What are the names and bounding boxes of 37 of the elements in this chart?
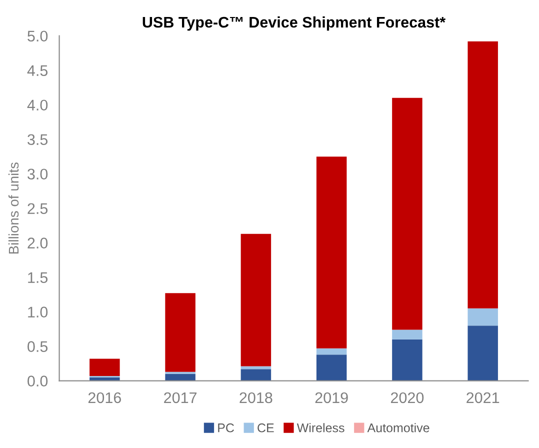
bar [316,156,347,348]
y-tick-label: 1.5 [28,272,48,283]
bar [468,41,498,308]
y-tick-label: 2.5 [28,203,48,214]
legend-label: Automotive [367,423,430,432]
bar [316,354,347,381]
bar [240,369,272,381]
bar [165,293,196,372]
chart-title: USB Type-C™ Device Shipment Forecast* [142,16,446,31]
y-tick-label: 4.5 [27,65,48,76]
bar [392,98,422,330]
bar [392,339,422,381]
bar [316,348,347,355]
legend-label: CE [258,423,274,432]
y-tick-label: 4.0 [27,100,48,111]
x-tick-label: 2019 [315,392,348,404]
x-tick-label: 2017 [164,392,197,404]
y-tick-label: 3.5 [28,134,48,146]
y-tick-label: 1.0 [28,306,48,318]
y-tick-label: 0.0 [28,376,48,386]
y-tick-label: 0.5 [28,341,48,352]
x-tick-label: 2020 [390,392,424,404]
bar [90,358,120,376]
y-axis-title: Billions of units [8,162,19,254]
legend-label: Wireless [296,423,344,432]
x-tick-label: 2021 [466,392,500,404]
y-tick-label: 3.0 [28,168,48,180]
bar [240,366,272,370]
x-tick-label: 2018 [240,392,272,404]
bar [240,234,272,366]
y-tick-label: 2.0 [28,238,48,248]
x-tick-label: 2016 [88,392,121,404]
bar [468,308,498,326]
y-tick-label: 5.0 [28,30,48,42]
legend-label: PC [218,423,234,432]
bar [468,326,498,381]
bar [392,330,422,340]
